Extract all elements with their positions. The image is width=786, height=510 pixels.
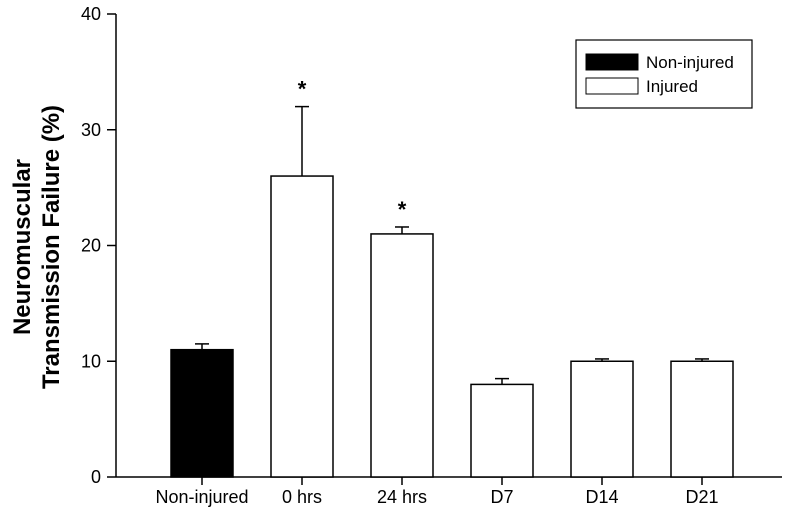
legend: Non-injured Injured [575, 39, 753, 109]
y-tick-label-4: 40 [81, 4, 101, 24]
x-tick-label-d21: D21 [685, 487, 718, 507]
y-axis-label-line-2: Transmission Failure (%) [38, 105, 65, 389]
y-tick-label-0: 0 [91, 467, 101, 487]
x-tick-label-d7: D7 [490, 487, 513, 507]
legend-swatch-injured [585, 77, 639, 95]
significance-marker-0-hrs: * [298, 77, 307, 102]
bars-group: ** [170, 77, 734, 478]
bar-d21 [670, 360, 734, 478]
x-tick-label-24-hrs: 24 hrs [377, 487, 427, 507]
y-tick-label-2: 20 [81, 236, 101, 256]
significance-marker-24-hrs: * [398, 197, 407, 222]
bar-d14 [570, 360, 634, 478]
x-tick-label-0-hrs: 0 hrs [282, 487, 322, 507]
bar-non-injured [170, 348, 234, 478]
y-axis: 0 10 20 30 40 [81, 4, 117, 487]
y-tick-label-1: 10 [81, 351, 101, 371]
x-tick-label-non-injured: Non-injured [155, 487, 248, 507]
x-tick-label-d14: D14 [585, 487, 618, 507]
bar-24-hrs [370, 233, 434, 478]
legend-label-injured: Injured [646, 77, 698, 96]
y-tick-label-3: 30 [81, 120, 101, 140]
legend-box [575, 39, 753, 109]
bar-0-hrs [270, 175, 334, 478]
legend-swatch-non-injured [585, 53, 639, 71]
y-axis-label-line-1: Neuromuscular [9, 159, 36, 335]
y-axis-label: Neuromuscular Transmission Failure (%) [9, 105, 65, 389]
legend-label-non-injured: Non-injured [646, 53, 734, 72]
x-axis: Non-injured 0 hrs 24 hrs D7 D14 D21 [116, 476, 782, 507]
bar-d7 [470, 383, 534, 478]
